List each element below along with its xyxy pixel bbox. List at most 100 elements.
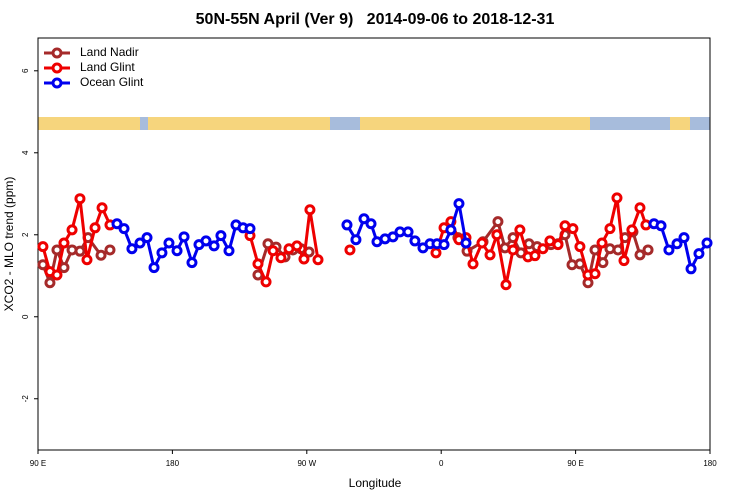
point (663, 244, 675, 256)
point (312, 254, 324, 266)
x-tick-label: 90 E (567, 459, 583, 468)
point (74, 193, 86, 205)
y-tick-label: 2 (21, 232, 30, 237)
legend-marker (51, 47, 63, 59)
point (58, 262, 70, 274)
legend-label: Ocean Glint (80, 75, 144, 89)
x-tick-label: 180 (166, 459, 180, 468)
point (148, 262, 160, 274)
point (74, 245, 86, 257)
point (186, 257, 198, 269)
point (671, 238, 683, 250)
point (304, 204, 316, 216)
point (252, 258, 264, 270)
point (604, 223, 616, 235)
chart-title: 50N-55N April (Ver 9) 2014-09-06 to 2018… (196, 11, 555, 28)
ocean-band (140, 117, 148, 130)
point (618, 255, 630, 267)
point (626, 224, 638, 236)
point (701, 237, 713, 249)
point (387, 231, 399, 243)
point (163, 237, 175, 249)
point (409, 235, 421, 247)
point (118, 223, 130, 235)
point (574, 241, 586, 253)
point (430, 247, 442, 259)
point (275, 252, 287, 264)
ocean-band (590, 117, 670, 130)
point (215, 230, 227, 242)
point (267, 245, 279, 257)
point (244, 223, 256, 235)
point (126, 243, 138, 255)
x-tick-label: 180 (703, 459, 717, 468)
point (634, 202, 646, 214)
point (514, 224, 526, 236)
land-ocean-strip (38, 117, 710, 130)
point (208, 240, 220, 252)
ocean-band (330, 117, 360, 130)
point (89, 222, 101, 234)
point (358, 213, 370, 225)
legend-marker (51, 62, 63, 74)
point (500, 279, 512, 291)
point (134, 237, 146, 249)
point (507, 244, 519, 256)
point (291, 240, 303, 252)
point (402, 226, 414, 238)
ocean-band (690, 117, 710, 130)
point (537, 243, 549, 255)
point (589, 268, 601, 280)
point (111, 218, 123, 230)
point (156, 247, 168, 259)
point (223, 245, 235, 257)
x-tick-label: 90 E (30, 459, 46, 468)
point (611, 192, 623, 204)
point (597, 257, 609, 269)
land-band (38, 117, 710, 130)
point (453, 198, 465, 210)
point (589, 244, 601, 256)
point (612, 244, 624, 256)
point (260, 276, 272, 288)
y-tick-label: 6 (21, 68, 30, 73)
point (171, 245, 183, 257)
legend-label: Land Nadir (80, 45, 139, 59)
point (467, 258, 479, 270)
point (141, 232, 153, 244)
point (66, 224, 78, 236)
point (693, 248, 705, 260)
point (460, 237, 472, 249)
point (341, 219, 353, 231)
point (634, 249, 646, 261)
x-tick-label: 0 (439, 459, 444, 468)
point (37, 241, 49, 253)
x-tick-label: 90 W (297, 459, 316, 468)
point (438, 239, 450, 251)
point (529, 250, 541, 262)
point (51, 269, 63, 281)
y-tick-label: 4 (21, 150, 30, 155)
point (492, 216, 504, 228)
y-tick-label: 0 (21, 314, 30, 319)
point (51, 244, 63, 256)
point (298, 253, 310, 265)
point (678, 232, 690, 244)
point (365, 218, 377, 230)
point (642, 244, 654, 256)
point (685, 263, 697, 275)
point (58, 237, 70, 249)
point (567, 223, 579, 235)
point (344, 244, 356, 256)
point (484, 249, 496, 261)
point (552, 239, 564, 251)
y-axis-label: XCO2 - MLO trend (ppm) (2, 177, 16, 312)
point (44, 277, 56, 289)
point (350, 234, 362, 246)
point (104, 244, 116, 256)
point (95, 249, 107, 261)
point (596, 237, 608, 249)
point (178, 231, 190, 243)
